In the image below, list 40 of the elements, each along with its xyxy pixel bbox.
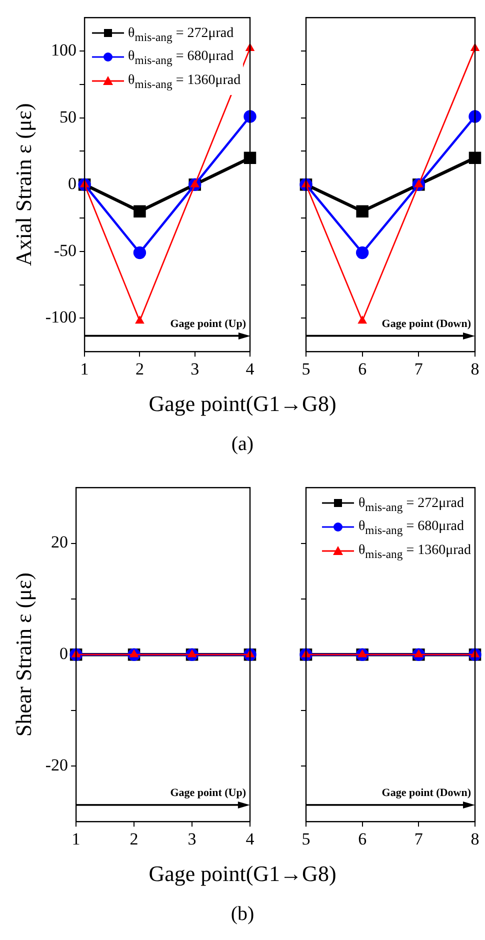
y-tick-label: 100 — [51, 40, 77, 60]
x-tick-label: 8 — [470, 359, 480, 378]
text: (a) — [230, 433, 255, 456]
x-tick-label: 5 — [302, 359, 310, 378]
y-axis-title: Axial Strain ε (με) — [10, 103, 36, 266]
legend-label: θ$_{mis-ang}$ = 680μrad — [358, 519, 464, 538]
x-tick-label: 6 — [358, 359, 367, 378]
legend-label: θ$_{mis-ang}$ = 1360μrad — [128, 73, 241, 91]
legend-label: θ$_{mis-ang}$ = 272μrad — [358, 496, 464, 514]
x-axis-title: Gage point(G1→G8) — [148, 391, 338, 417]
y-tick-label: 50 — [60, 107, 77, 126]
x-tick-label: 7 — [414, 829, 424, 848]
y-tick-label: -100 — [45, 308, 77, 327]
y-tick-label: -50 — [54, 240, 77, 260]
x-tick-label: 5 — [302, 829, 310, 848]
x-tick-label: 3 — [190, 359, 200, 378]
x-axis-title: Gage point(G1→G8) — [148, 861, 338, 887]
x-tick-label: 2 — [130, 829, 138, 848]
ref-line-label: Gage point (Down) — [382, 787, 472, 800]
x-tick-label: 2 — [135, 359, 144, 378]
legend-label: θ$_{mis-ang}$ = 1360μrad — [358, 543, 471, 561]
x-tick-label: 1 — [80, 359, 89, 378]
x-tick-label: 8 — [470, 829, 480, 848]
x-tick-label: 3 — [188, 829, 196, 848]
x-tick-label: 7 — [414, 359, 424, 378]
x-tick-label: 4 — [246, 829, 255, 848]
y-tick-label: 0 — [60, 644, 68, 664]
ref-line-label: Gage point (Up) — [170, 787, 246, 800]
y-tick-label: 0 — [68, 174, 77, 194]
y-tick-label: 20 — [51, 532, 68, 552]
x-tick-label: 4 — [246, 359, 255, 378]
legend-label: θ$_{mis-ang}$ = 680μrad — [128, 49, 234, 68]
y-tick-label: -20 — [45, 755, 68, 774]
legend-label: θ$_{mis-ang}$ = 272μrad — [128, 26, 234, 44]
text: (b) — [230, 903, 256, 926]
x-tick-label: 1 — [72, 829, 80, 848]
ref-line-label: Gage point (Up) — [170, 318, 246, 330]
ref-line-label: Gage point (Down) — [382, 318, 472, 330]
x-tick-label: 6 — [358, 829, 367, 848]
y-axis-title: Shear Strain ε (με) — [10, 572, 36, 737]
